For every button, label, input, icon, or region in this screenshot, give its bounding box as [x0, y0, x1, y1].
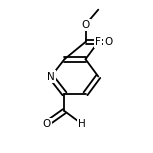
Text: F: F [95, 37, 101, 47]
Text: N: N [47, 71, 55, 82]
Text: O: O [42, 119, 51, 129]
Text: H: H [78, 119, 86, 129]
Text: O: O [104, 37, 112, 47]
Text: O: O [81, 20, 90, 30]
